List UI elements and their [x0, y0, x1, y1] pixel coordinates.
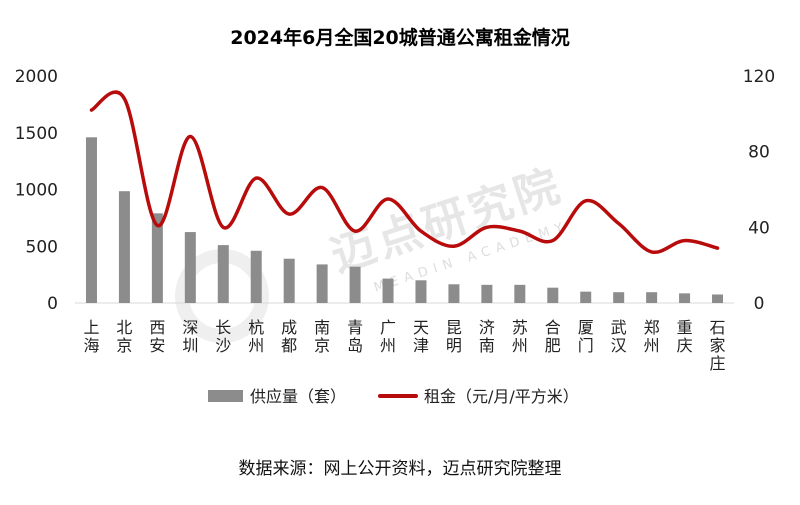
y-right-tick-label: 40	[748, 218, 770, 238]
category-label-深圳: 深圳	[182, 318, 198, 355]
category-label-重庆: 重庆	[677, 318, 693, 355]
legend-bar-swatch	[208, 390, 243, 402]
y-right-tick-label: 0	[754, 294, 765, 314]
category-label-成都: 成都	[281, 318, 297, 355]
bar-石家庄	[712, 294, 724, 303]
x-axis-categories: 上海北京西安深圳长沙杭州成都南京青岛广州天津昆明济南苏州合肥厦门武汉郑州重庆石家…	[83, 318, 725, 373]
y-axis-right: 0 40 80 120	[743, 67, 775, 314]
bar-天津	[415, 280, 427, 303]
bar-南京	[316, 264, 328, 303]
bar-上海	[85, 137, 97, 303]
bar-成都	[283, 258, 295, 303]
chart-title: 2024年6月全国20城普通公寓租金情况	[230, 26, 570, 49]
bar-青岛	[349, 266, 361, 303]
bar-厦门	[580, 291, 592, 303]
bar-昆明	[448, 284, 460, 303]
y-left-tick-label: 0	[47, 294, 58, 314]
bar-广州	[382, 278, 394, 303]
y-left-tick-label: 1000	[15, 181, 58, 201]
y-right-tick-label: 80	[748, 143, 770, 163]
legend-line-label: 租金（元/月/平方米）	[424, 387, 579, 406]
bar-北京	[118, 191, 130, 303]
y-axis-left: 0 500 1000 1500 2000	[15, 67, 58, 314]
y-left-tick-label: 1500	[15, 124, 58, 144]
legend: 供应量（套） 租金（元/月/平方米）	[208, 387, 579, 406]
watermark: 迈点研究院 MEADIN ACADEMY	[175, 160, 571, 343]
bar-武汉	[613, 292, 625, 303]
bar-济南	[481, 284, 493, 303]
category-label-合肥: 合肥	[545, 318, 561, 355]
bar-series	[85, 137, 724, 303]
legend-bar-label: 供应量（套）	[250, 387, 346, 406]
category-label-厦门: 厦门	[578, 318, 594, 355]
y-left-tick-label: 2000	[15, 67, 58, 87]
rent-line-series	[89, 90, 720, 255]
category-label-西安: 西安	[149, 318, 165, 355]
category-label-郑州: 郑州	[644, 318, 660, 355]
category-label-上海: 上海	[83, 318, 99, 355]
bar-西安	[151, 213, 163, 303]
y-right-tick-label: 120	[743, 67, 775, 87]
category-label-北京: 北京	[116, 318, 132, 355]
category-label-石家庄: 石家庄	[710, 318, 726, 373]
category-label-天津: 天津	[413, 318, 429, 355]
bar-苏州	[514, 284, 526, 303]
category-label-广州: 广州	[380, 318, 396, 355]
bar-郑州	[646, 292, 658, 303]
category-label-武汉: 武汉	[611, 318, 627, 355]
bar-长沙	[217, 245, 229, 303]
category-label-南京: 南京	[314, 318, 330, 355]
category-label-苏州: 苏州	[512, 318, 528, 355]
category-label-杭州: 杭州	[248, 318, 264, 355]
bar-杭州	[250, 250, 262, 303]
category-label-青岛: 青岛	[347, 318, 363, 355]
category-label-济南: 济南	[479, 318, 495, 355]
bar-重庆	[679, 293, 691, 303]
source-note: 数据来源：网上公开资料，迈点研究院整理	[239, 459, 562, 479]
y-left-tick-label: 500	[26, 237, 58, 257]
category-label-昆明: 昆明	[446, 318, 462, 355]
category-label-长沙: 长沙	[215, 318, 231, 355]
bar-深圳	[184, 232, 196, 303]
bar-合肥	[547, 287, 559, 303]
